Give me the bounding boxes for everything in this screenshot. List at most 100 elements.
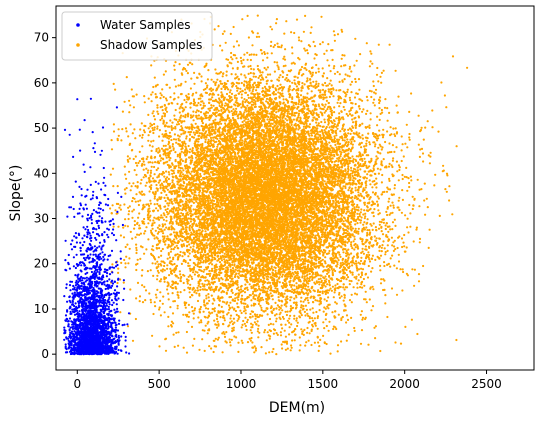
data-point <box>249 329 252 332</box>
data-point <box>350 316 353 319</box>
data-point <box>377 227 381 230</box>
data-point <box>349 228 352 231</box>
data-point <box>389 228 392 231</box>
data-point <box>120 261 123 264</box>
data-point <box>171 145 174 148</box>
data-point <box>189 148 192 151</box>
data-point <box>331 285 334 288</box>
data-point <box>230 110 233 113</box>
data-point <box>151 112 154 115</box>
data-point <box>406 274 409 277</box>
data-point <box>136 222 139 225</box>
data-point <box>112 225 115 228</box>
data-point <box>157 167 160 170</box>
data-point <box>204 82 207 85</box>
data-point <box>349 83 352 86</box>
data-point <box>328 249 331 253</box>
data-point <box>373 145 377 148</box>
data-point <box>232 108 235 111</box>
data-point <box>123 258 126 262</box>
data-point <box>237 272 240 275</box>
data-point <box>268 337 271 340</box>
data-point <box>305 308 308 311</box>
data-point <box>319 274 322 277</box>
data-point <box>392 206 395 209</box>
data-point <box>306 312 309 315</box>
data-point <box>199 103 202 106</box>
data-point <box>135 243 138 246</box>
data-point <box>191 277 194 280</box>
data-point <box>387 230 390 233</box>
data-point <box>156 209 160 212</box>
data-point <box>224 122 227 125</box>
data-point <box>149 298 152 301</box>
data-point <box>116 281 119 285</box>
data-point <box>293 114 296 117</box>
data-point <box>409 225 412 228</box>
data-point <box>216 78 219 81</box>
data-point <box>300 288 303 291</box>
points-layer <box>63 14 469 356</box>
data-point <box>300 98 303 101</box>
data-point <box>210 216 213 219</box>
data-point <box>285 313 288 317</box>
data-point <box>150 224 153 227</box>
data-point <box>207 293 210 296</box>
data-point <box>135 93 138 96</box>
data-point <box>137 216 140 219</box>
data-point <box>434 173 437 176</box>
data-point <box>195 138 198 141</box>
data-point <box>394 341 397 344</box>
data-point <box>189 106 192 109</box>
data-point <box>191 294 194 297</box>
data-point <box>244 316 247 319</box>
data-point <box>137 203 140 207</box>
data-point <box>135 268 138 272</box>
data-point <box>148 210 151 213</box>
data-point <box>352 121 355 124</box>
data-point <box>279 331 282 334</box>
data-point <box>124 173 127 176</box>
data-point <box>111 204 114 207</box>
data-point <box>403 245 406 248</box>
data-point <box>133 220 136 223</box>
data-point <box>244 76 247 79</box>
data-point <box>163 214 166 217</box>
data-point <box>199 111 203 114</box>
data-point <box>207 296 210 299</box>
data-point <box>433 184 436 187</box>
data-point <box>127 135 130 138</box>
data-point <box>134 137 137 140</box>
data-point <box>277 68 280 71</box>
data-point <box>221 131 224 135</box>
data-point <box>379 264 382 267</box>
data-point <box>125 187 128 190</box>
data-point <box>151 91 154 94</box>
data-point <box>220 108 223 111</box>
data-point <box>182 313 185 316</box>
data-point <box>244 283 247 286</box>
data-point <box>278 281 281 284</box>
data-point <box>134 236 137 239</box>
data-point <box>353 206 356 209</box>
data-point <box>166 213 169 216</box>
data-point <box>359 259 363 263</box>
data-point <box>250 331 253 334</box>
data-point <box>117 271 120 274</box>
data-point <box>337 313 340 316</box>
data-point <box>144 230 147 233</box>
data-point <box>243 84 246 87</box>
data-point <box>372 215 375 218</box>
data-point <box>214 118 217 121</box>
data-point <box>291 81 294 84</box>
data-point <box>294 294 298 297</box>
data-point <box>129 288 132 291</box>
data-point <box>173 300 176 303</box>
data-point <box>273 70 276 73</box>
data-point <box>159 263 162 266</box>
data-point <box>159 97 162 100</box>
data-point <box>346 114 350 117</box>
data-point <box>354 260 358 263</box>
data-point <box>218 271 221 274</box>
data-point <box>296 321 299 324</box>
